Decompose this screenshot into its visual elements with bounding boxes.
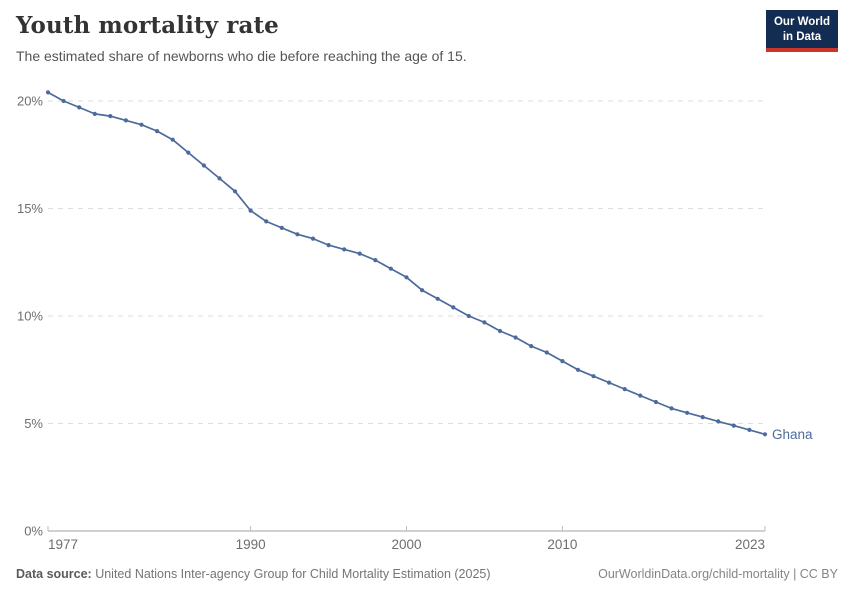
data-point[interactable]: [155, 129, 160, 134]
data-point[interactable]: [388, 266, 393, 271]
y-axis-tick-label: 20%: [17, 94, 43, 109]
owid-logo[interactable]: Our World in Data: [765, 10, 838, 52]
data-point[interactable]: [716, 419, 721, 424]
data-point[interactable]: [279, 225, 284, 230]
y-axis-tick-label: 0%: [24, 524, 43, 539]
data-point[interactable]: [497, 328, 503, 334]
data-point[interactable]: [92, 111, 97, 116]
data-point[interactable]: [45, 90, 51, 95]
chart-footer: Data source: United Nations Inter-agency…: [16, 567, 838, 581]
data-point[interactable]: [186, 150, 191, 155]
entity-label[interactable]: Ghana: [772, 427, 813, 442]
data-point[interactable]: [435, 296, 440, 301]
data-point[interactable]: [61, 98, 66, 104]
data-source-label: Data source:: [16, 567, 92, 581]
data-source-text: United Nations Inter-agency Group for Ch…: [91, 567, 491, 581]
data-point[interactable]: [466, 313, 471, 319]
y-axis-tick-label: 10%: [17, 309, 43, 324]
data-point[interactable]: [529, 344, 534, 349]
y-axis-tick-label: 5%: [24, 416, 43, 431]
data-point[interactable]: [607, 380, 612, 385]
data-point[interactable]: [342, 247, 347, 252]
data-point[interactable]: [139, 122, 144, 127]
data-point[interactable]: [232, 189, 238, 194]
data-point[interactable]: [108, 114, 113, 119]
data-point[interactable]: [685, 410, 690, 415]
data-point[interactable]: [326, 243, 331, 248]
data-point[interactable]: [451, 305, 456, 310]
data-point[interactable]: [357, 251, 362, 256]
owid-logo-line1: Our World: [773, 16, 830, 28]
data-point[interactable]: [170, 137, 175, 142]
chart-header: Youth mortality rate The estimated share…: [16, 12, 750, 64]
data-point[interactable]: [217, 176, 222, 181]
data-point[interactable]: [77, 105, 82, 110]
x-axis-tick-label: 1977: [48, 537, 78, 552]
x-axis-tick-label: 1990: [236, 537, 266, 552]
attribution-link[interactable]: OurWorldinData.org/child-mortality | CC …: [598, 567, 838, 581]
x-axis-tick-label: 2010: [547, 537, 577, 552]
data-point[interactable]: [622, 387, 627, 392]
data-point[interactable]: [123, 118, 128, 123]
x-axis-tick-label: 2000: [391, 537, 421, 552]
data-point[interactable]: [591, 374, 596, 379]
data-point[interactable]: [264, 219, 269, 224]
data-point[interactable]: [638, 393, 643, 398]
x-axis-tick-label: 2023: [735, 537, 765, 552]
data-point[interactable]: [248, 208, 253, 213]
chart-subtitle: The estimated share of newborns who die …: [16, 48, 467, 64]
data-point[interactable]: [747, 427, 752, 432]
data-point[interactable]: [513, 335, 518, 340]
data-point[interactable]: [310, 236, 316, 241]
data-point[interactable]: [669, 406, 674, 411]
data-point[interactable]: [560, 359, 565, 364]
data-point[interactable]: [544, 350, 549, 355]
y-axis-tick-label: 15%: [17, 201, 43, 216]
owid-logo-line2: in Data: [782, 30, 822, 43]
data-point[interactable]: [575, 367, 581, 372]
data-point[interactable]: [420, 288, 425, 293]
data-point[interactable]: [653, 399, 659, 405]
trend-line: [47, 91, 766, 436]
page-title: Youth mortality rate: [16, 12, 279, 39]
data-point[interactable]: [201, 163, 206, 168]
data-source-note: Data source: United Nations Inter-agency…: [16, 567, 491, 581]
data-point[interactable]: [700, 415, 705, 420]
data-point[interactable]: [762, 432, 768, 437]
data-point[interactable]: [404, 275, 409, 280]
data-point[interactable]: [295, 232, 300, 237]
data-point[interactable]: [482, 320, 487, 325]
data-point[interactable]: [373, 258, 378, 263]
data-point[interactable]: [731, 423, 736, 428]
